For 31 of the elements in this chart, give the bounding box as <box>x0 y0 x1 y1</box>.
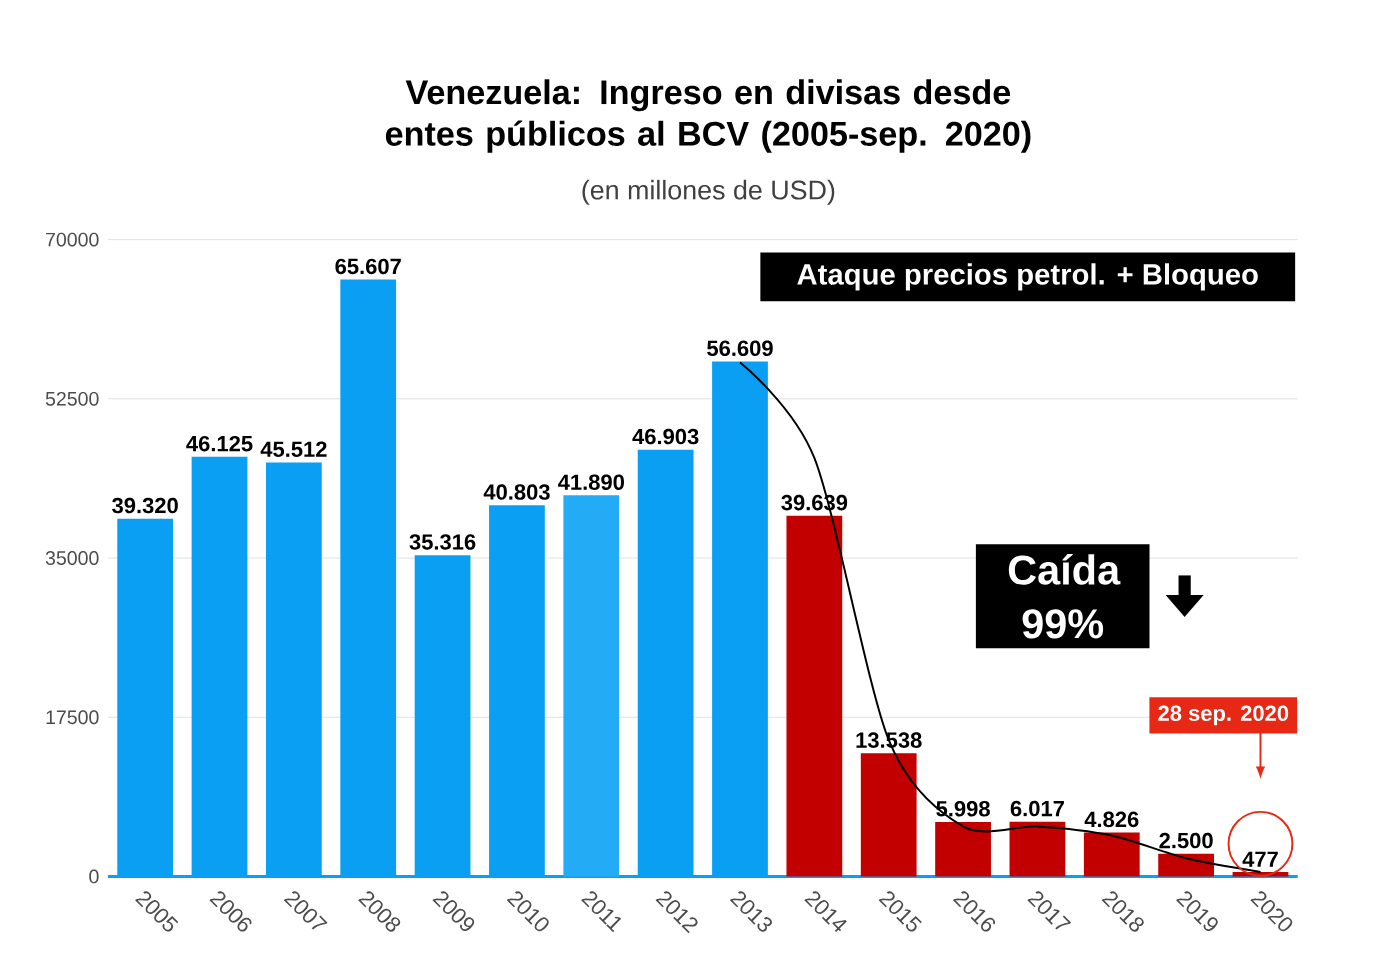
annotation: Caída 99% <box>1008 554 1121 639</box>
data-label: 39.320 <box>112 497 178 514</box>
bar <box>1009 821 1066 877</box>
data-label: 56.609 <box>707 340 773 357</box>
data-label: 5.998 <box>936 801 990 817</box>
data-label: 477 <box>1242 851 1278 867</box>
y-tick-label: 17500 <box>46 710 99 725</box>
bar <box>860 753 917 877</box>
annotation: 28 sep. 2020 <box>1158 705 1289 726</box>
data-label: 35.316 <box>409 534 476 550</box>
y-tick-label: 52500 <box>45 392 99 406</box>
y-tick-label: 70000 <box>46 232 99 247</box>
data-label: 2.500 <box>1159 832 1213 849</box>
chart-title: Venezuela: Ingreso en divisas desde entes públicos al BCV (2005-sep. 2020) <box>385 79 1031 153</box>
y-tick-label: 35000 <box>45 551 99 566</box>
bar <box>786 515 843 877</box>
data-label: 4.826 <box>1084 811 1139 828</box>
data-label: 46.125 <box>186 435 253 452</box>
bar <box>1083 832 1140 877</box>
bar <box>935 821 991 877</box>
annotation: Ataque precios petrol. + Bloqueo <box>797 263 1258 291</box>
data-label: 46.903 <box>632 428 699 445</box>
bar <box>1158 853 1215 877</box>
data-label: 6.017 <box>1010 800 1064 817</box>
data-label: 45.512 <box>260 441 327 458</box>
chart-subtitle: (en millones de USD) <box>582 179 835 205</box>
data-label: 40.803 <box>483 484 550 500</box>
bar <box>563 495 620 877</box>
y-tick-label: 0 <box>89 869 99 884</box>
data-label: 41.890 <box>558 474 624 491</box>
data-label: 65.607 <box>335 258 401 275</box>
